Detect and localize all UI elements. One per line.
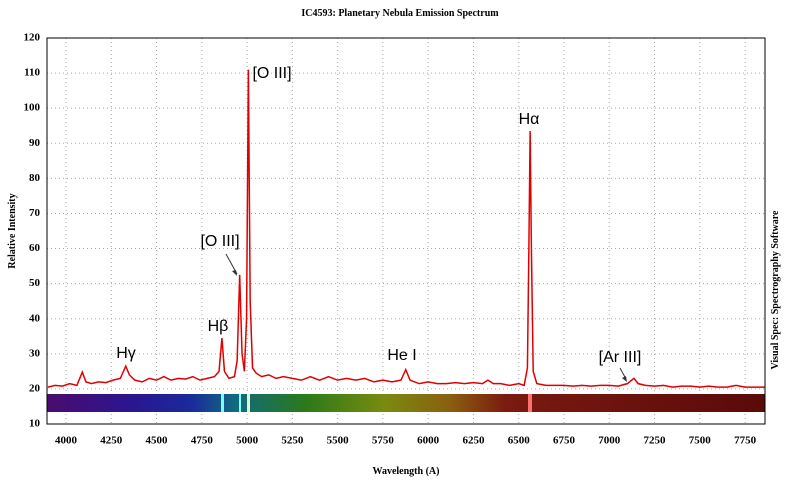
x-tick-label: 4500	[146, 435, 169, 447]
x-axis-label: Wavelength (A)	[373, 466, 440, 477]
x-tick-label: 5750	[372, 435, 395, 447]
x-tick-label: 6250	[462, 435, 485, 447]
emission-band	[239, 394, 241, 412]
y-tick-label: 30	[29, 347, 41, 359]
annotation: He I	[387, 347, 416, 364]
annotation-arrowhead	[622, 376, 627, 382]
y-tick-label: 70	[29, 207, 41, 219]
spectrum-strip	[47, 394, 765, 412]
x-tick-label: 6500	[508, 435, 531, 447]
plot-frame	[46, 37, 766, 425]
x-tick-label: 4250	[100, 435, 123, 447]
y-tick-label: 80	[29, 172, 41, 184]
x-tick-label: 5000	[236, 435, 259, 447]
y-tick-label: 50	[29, 277, 41, 289]
x-tick-label: 7250	[644, 435, 667, 447]
x-tick-label: 7000	[598, 435, 621, 447]
annotation-arrowhead	[232, 270, 237, 276]
spectrum-line	[47, 69, 765, 388]
annotation: [O III]	[252, 65, 291, 82]
y-axis-label: Relative Intensity	[7, 193, 18, 268]
x-tick-label: 5250	[281, 435, 304, 447]
annotation: [Ar III]	[599, 349, 642, 366]
x-tick-label: 7500	[689, 435, 712, 447]
x-tick-label: 4750	[191, 435, 214, 447]
emission-band	[247, 394, 250, 412]
y-tick-label: 60	[29, 242, 41, 254]
y-tick-label: 110	[24, 67, 40, 79]
grid	[47, 37, 765, 425]
annotation: Hβ	[208, 318, 229, 335]
emission-band	[528, 394, 532, 412]
y-tick-label: 40	[29, 312, 41, 324]
annotation: [O III]	[200, 233, 239, 250]
emission-band	[221, 394, 224, 412]
y-tick-label: 10	[29, 418, 41, 430]
y-tick-label: 90	[29, 137, 41, 149]
x-tick-label: 6750	[553, 435, 576, 447]
y-tick-label: 120	[24, 32, 41, 44]
side-label: Visual Spec: Spectrography Software	[770, 210, 781, 370]
annotation: Hα	[519, 111, 540, 128]
y-tick-label: 20	[29, 382, 41, 394]
series	[47, 69, 765, 388]
x-tick-label: 6000	[417, 435, 440, 447]
x-tick-label: 7750	[734, 435, 757, 447]
x-tick-label: 4000	[55, 435, 78, 447]
chart-title: IC4593: Planetary Nebula Emission Spectr…	[301, 8, 499, 19]
x-tick-label: 5500	[327, 435, 350, 447]
y-tick-label: 100	[24, 102, 41, 114]
annotation: Hγ	[116, 345, 136, 362]
